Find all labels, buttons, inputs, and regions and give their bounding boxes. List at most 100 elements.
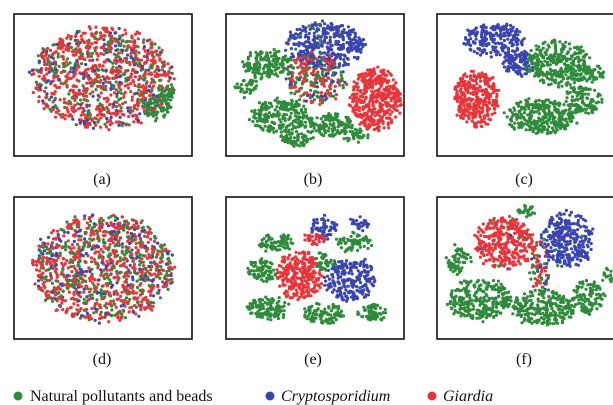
scatter-point (318, 79, 322, 83)
scatter-point (492, 87, 496, 91)
scatter-point (534, 104, 538, 108)
scatter-point (312, 93, 316, 97)
scatter-point (346, 25, 350, 29)
scatter-point (476, 109, 480, 113)
scatter-point (516, 42, 520, 46)
scatter-point (519, 73, 523, 77)
scatter-point (530, 62, 534, 66)
scatter-point (90, 34, 94, 38)
scatter-point (160, 68, 164, 72)
scatter-point (478, 84, 482, 88)
scatter-point (494, 101, 498, 105)
scatter-point (317, 55, 321, 59)
scatter-point (82, 86, 86, 90)
scatter-point (350, 30, 354, 34)
scatter-point (378, 118, 382, 122)
scatter-point (577, 107, 581, 111)
scatter-point (155, 72, 159, 76)
scatter-point (519, 113, 524, 117)
scatter-point (308, 27, 312, 31)
scatter-point (496, 50, 500, 54)
scatter-point (330, 116, 334, 121)
scatter-point (67, 46, 71, 50)
scatter-point (41, 54, 46, 59)
scatter-point (468, 112, 472, 116)
scatter-point (74, 123, 78, 127)
scatter-point (66, 108, 70, 112)
scatter-point (363, 123, 367, 128)
scatter-point (471, 116, 475, 120)
scatter-point (88, 294, 92, 298)
scatter-point (467, 96, 471, 100)
scatter-point (334, 39, 338, 43)
scatter-point (560, 84, 564, 88)
scatter-point (267, 64, 271, 68)
scatter-point (383, 97, 387, 101)
scatter-point (510, 54, 514, 58)
scatter-point (106, 49, 110, 53)
scatter-point (125, 47, 129, 52)
scatter-point (104, 264, 108, 268)
scatter-point (480, 110, 484, 114)
scatter-point (570, 54, 574, 58)
scatter-point (318, 64, 322, 69)
scatter-point (316, 41, 320, 45)
scatter-point (289, 63, 293, 68)
scatter-point (540, 64, 544, 68)
scatter-point (524, 128, 528, 132)
scatter-point (118, 75, 122, 79)
scatter-point (107, 111, 111, 115)
scatter-point (101, 26, 105, 30)
scatter-point (590, 104, 594, 108)
scatter-point (348, 36, 352, 40)
scatter-point (301, 49, 306, 54)
scatter-point (307, 31, 311, 36)
scatter-point (39, 88, 43, 92)
scatter-point (331, 51, 335, 55)
scatter-point (82, 297, 86, 301)
scatter-point (547, 125, 551, 129)
scatter-point (324, 92, 328, 96)
scatter-point (375, 92, 379, 96)
scatter-point (64, 79, 68, 83)
scatter-point (530, 102, 535, 107)
scatter-point (352, 80, 356, 84)
scatter-point (505, 115, 509, 119)
scatter-point (575, 47, 580, 51)
scatter-point (288, 115, 292, 119)
scatter-point (74, 34, 78, 38)
scatter-point (516, 54, 520, 58)
scatter-point (549, 82, 553, 86)
scatter-point (99, 247, 103, 251)
scatter-point (141, 101, 145, 105)
scatter-point (371, 104, 375, 108)
scatter-point (378, 94, 382, 98)
scatter-point (486, 122, 490, 126)
scatter-point (363, 91, 367, 96)
scatter-point (367, 86, 371, 90)
scatter-point (166, 110, 170, 114)
scatter-point (467, 32, 471, 36)
scatter-point (62, 97, 66, 101)
scatter-point (82, 89, 86, 93)
scatter-point (68, 61, 72, 65)
scatter-point (573, 69, 578, 73)
scatter-point (541, 73, 545, 77)
scatter-point (593, 88, 597, 92)
scatter-point (54, 63, 58, 67)
scatter-point (489, 77, 493, 81)
scatter-point (92, 283, 96, 287)
scatter-point (291, 71, 295, 75)
scatter-point (471, 92, 476, 97)
scatter-point (101, 68, 105, 72)
scatter-point (475, 51, 479, 55)
scatter-point (520, 51, 524, 55)
scatter-point (119, 88, 123, 92)
scatter-point (47, 98, 51, 102)
scatter-point (309, 45, 314, 49)
scatter-point (87, 45, 92, 49)
scatter-point (461, 116, 465, 121)
scatter-point (107, 128, 111, 132)
scatter-point (290, 52, 294, 56)
scatter-point (149, 72, 153, 76)
